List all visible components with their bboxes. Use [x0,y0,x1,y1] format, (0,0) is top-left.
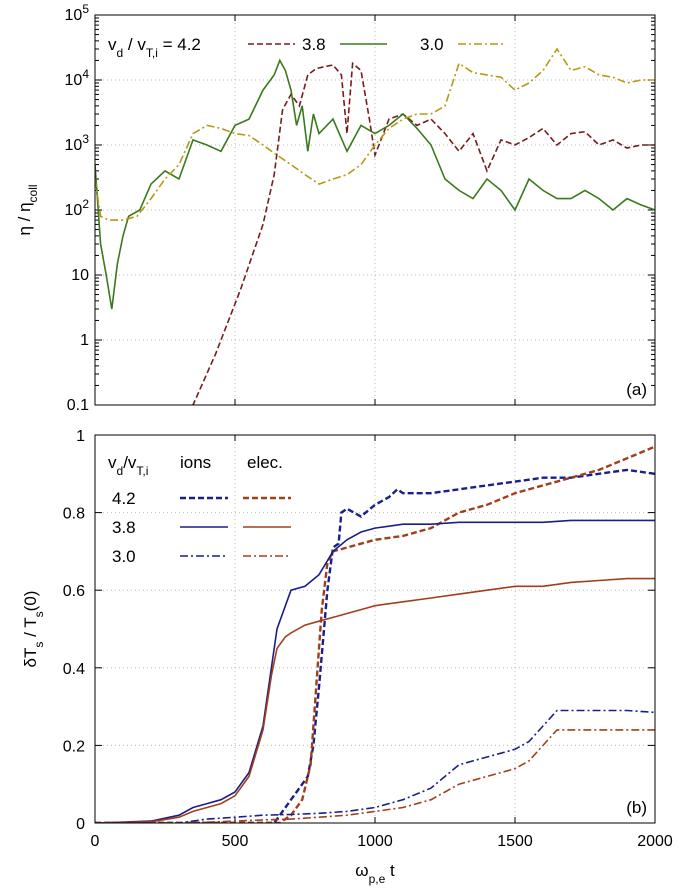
y-tick-label-a: 10 [71,267,89,284]
y-tick-label-b-part: 0.6 [63,583,85,600]
series-line-a-0 [188,61,655,405]
y-tick-label-a: 104 [65,67,90,89]
y-tick-label-b-part: 0.2 [63,738,85,755]
legend-row-label: 3.8 [112,518,136,537]
y-tick-label-a-part: 4 [82,67,89,81]
y-axis-label-b-part: (0) [21,591,40,612]
y-axis-label-b: δTs / Ts(0) [21,591,46,668]
y-tick-label-b: 0.2 [63,738,85,755]
y-axis-label-a-part: coll [26,184,40,202]
series-line-b-0 [95,468,655,823]
x-tick-label-part: 2000 [637,833,673,850]
panel-label-a: (a) [626,380,647,399]
legend-header-elec-part: elec. [247,453,283,472]
series-line-b-1 [95,445,655,823]
x-axis-label: ωp,e t [355,861,395,886]
x-axis-label-part: ω [355,861,368,880]
legend-header-vd-part: T,i [136,464,148,478]
legend-row-label: 3.0 [112,547,136,566]
y-tick-label-b: 0.4 [63,661,85,678]
x-tick-label-part: 500 [222,833,249,850]
legend-title-a: vd / vT,i = 4.2 [108,35,201,60]
panel-label-b: (b) [626,798,647,817]
legend-label-a-2: 3.0 [420,35,444,54]
x-tick-label-part: 0 [91,833,100,850]
legend-row-label: 4.2 [112,489,136,508]
axes-frame-b [94,434,656,824]
y-tick-label-a-part: 10 [65,7,83,24]
legend-header-vd-part: d [117,464,124,478]
legend-title-a-part: v [108,35,117,54]
y-axis-label-a: η / ηcoll [15,184,40,235]
legend-header-elec: elec. [247,453,283,472]
y-tick-label-a-part: 1 [80,332,89,349]
x-tick-label: 500 [222,833,249,850]
x-tick-label-part: 1500 [497,833,533,850]
legend-header-vd-part: /v [123,453,137,472]
x-tick-label-part: 1000 [357,833,393,850]
panel-label-a-part: (a) [626,380,647,399]
y-tick-label-a: 103 [65,132,90,154]
y-tick-label-b: 0.8 [63,506,85,523]
y-tick-label-b-part: 0 [76,816,85,833]
y-tick-label-a-part: 3 [82,132,89,146]
legend-header-ions-part: ions [180,453,211,472]
legend-row-label-part: 4.2 [112,489,136,508]
y-tick-label-b: 1 [76,428,85,445]
y-tick-label-a: 1 [80,332,89,349]
legend-row-label-part: 3.8 [112,518,136,537]
y-tick-label-a-part: 10 [65,72,83,89]
y-axis-label-b-part: δT [21,648,40,668]
axes-frame-a [94,14,656,406]
y-tick-label-a-part: 10 [65,202,83,219]
y-tick-label-a-part: 2 [82,197,89,211]
y-axis-label-b-part: s [32,642,46,648]
x-axis-label-part: t [385,861,395,880]
y-tick-label-b-part: 0.8 [63,506,85,523]
x-tick-label: 2000 [637,833,673,850]
y-tick-label-b: 0 [76,816,85,833]
y-tick-label-a-part: 10 [65,137,83,154]
legend-label-a-1-part: 3.8 [302,35,326,54]
y-tick-label-a: 0.1 [67,397,89,414]
y-tick-label-b-part: 0.4 [63,661,85,678]
y-tick-label-a: 102 [65,197,90,219]
x-tick-label: 0 [91,833,100,850]
legend-title-a-part: / v [123,35,146,54]
y-tick-label-b: 0.6 [63,583,85,600]
legend-header-vd: vd/vT,i [108,453,148,478]
series-line-a-2 [95,47,655,221]
series-group-a [95,47,655,405]
y-tick-label-a-part: 5 [82,2,89,16]
series-line-b-3 [95,577,655,823]
series-line-b-4 [95,709,655,823]
y-axis-label-b-part: / T [21,617,40,641]
series-line-b-5 [95,729,655,823]
legend-label-a-1: 3.8 [302,35,326,54]
panel-label-b-part: (b) [626,798,647,817]
y-axis-label-a-part: η / η [15,202,34,235]
x-tick-label: 1000 [357,833,393,850]
x-tick-label: 1500 [497,833,533,850]
legend-label-a-2-part: 3.0 [420,35,444,54]
y-tick-label-a-part: 0.1 [67,397,89,414]
series-line-a-1 [95,58,655,310]
x-axis-label-part: p,e [369,872,386,886]
y-tick-label-a: 105 [65,2,90,24]
legend-row-label-part: 3.0 [112,547,136,566]
legend-title-a-part: = 4.2 [158,35,201,54]
y-tick-label-b-part: 1 [76,428,85,445]
series-group-b [95,445,655,823]
y-axis-label-b-part: s [32,611,46,617]
legend-title-a-part: d [117,46,124,60]
legend-header-vd-part: v [108,453,117,472]
series-line-b-2 [95,519,655,823]
legend-header-ions: ions [180,453,211,472]
legend-title-a-part: T,i [146,46,158,60]
y-tick-label-a-part: 10 [71,267,89,284]
panel-b: 0 500 1000 1500 2000 0 0.2 0.4 0.6 0.8 1 vd/vT,i ion… [21,428,673,886]
